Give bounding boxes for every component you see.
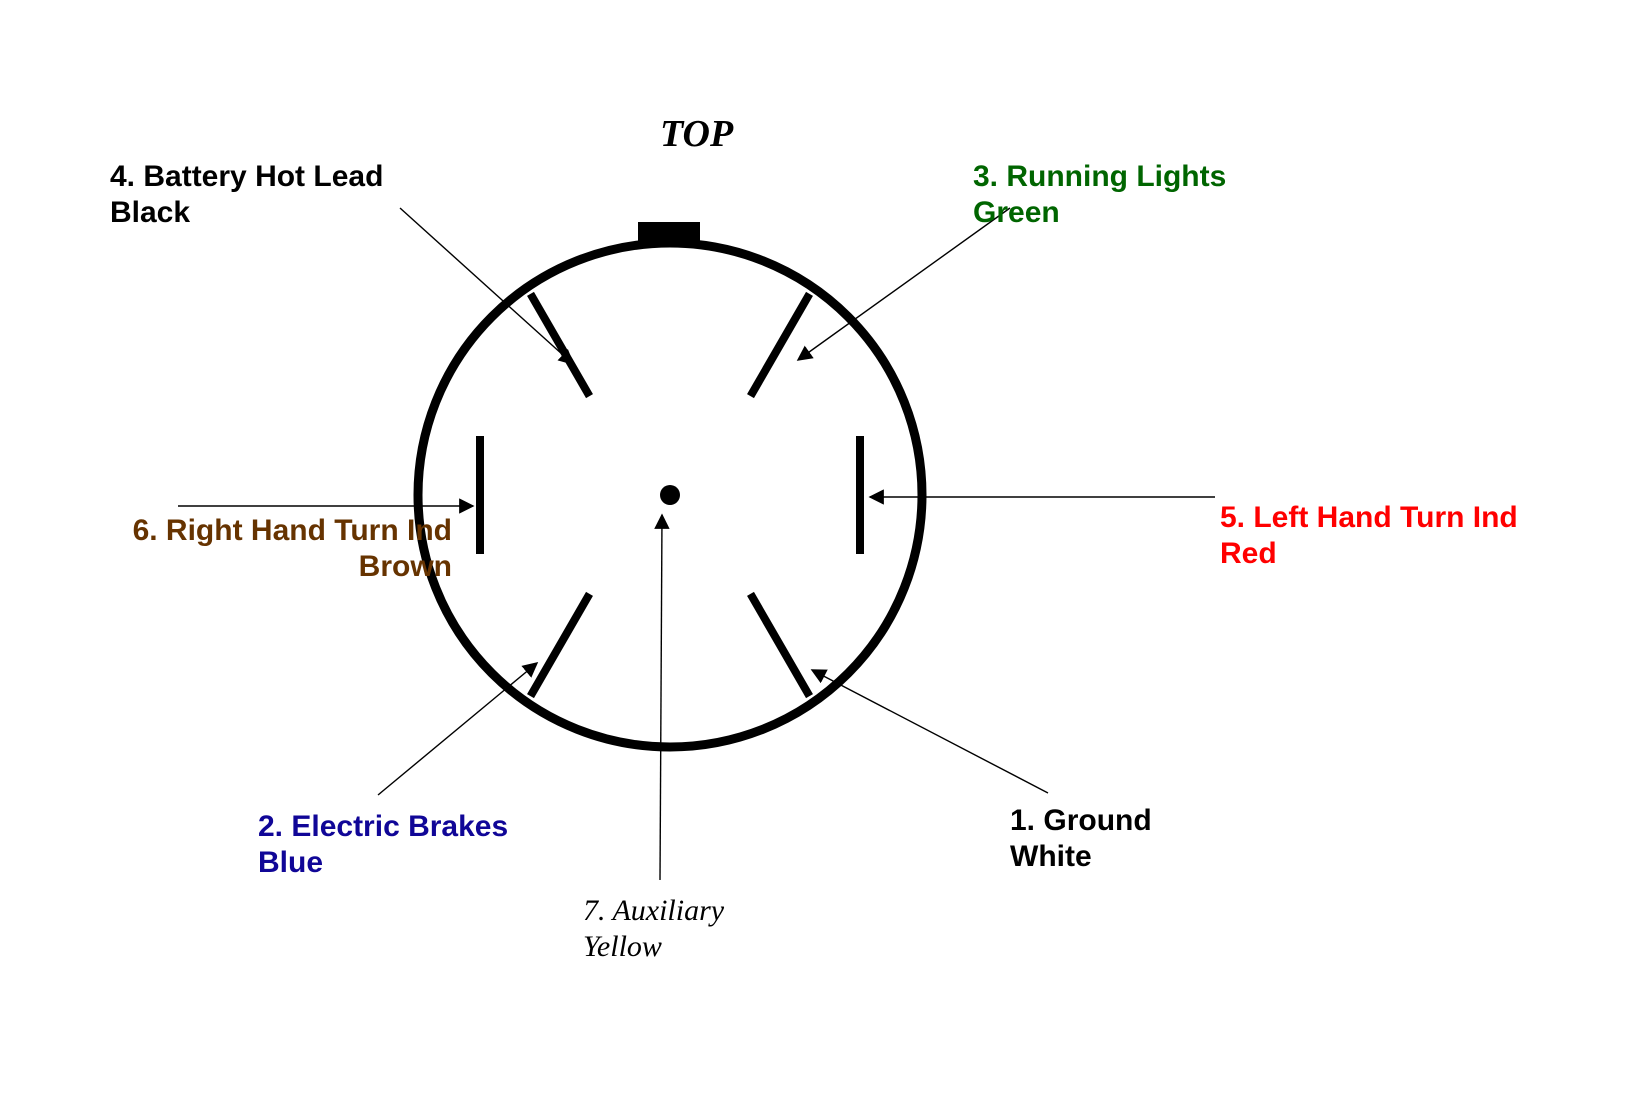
pin2-blade: [531, 594, 590, 696]
pin1-label: 1. GroundWhite: [1010, 804, 1152, 873]
pin6-label: 6. Right Hand Turn IndBrown: [133, 514, 452, 583]
pin7-center: [660, 485, 680, 505]
title-top: TOP: [660, 113, 734, 155]
pin1-blade: [751, 594, 810, 696]
pin4-blade: [531, 294, 590, 396]
pin7-leader: [660, 515, 662, 880]
pin1-leader: [812, 670, 1048, 793]
connector-diagram: TOP 1. GroundWhite 2. Electric BrakesBlue 3…: [0, 0, 1628, 1093]
pin3-blade: [751, 294, 810, 396]
pin5-label: 5. Left Hand Turn IndRed: [1220, 501, 1518, 570]
pin4-label: 4. Battery Hot LeadBlack: [110, 160, 383, 229]
pin2-label: 2. Electric BrakesBlue: [258, 810, 508, 879]
pin2-leader: [378, 663, 537, 795]
pin3-label: 3. Running LightsGreen: [973, 160, 1226, 229]
pin7-label: 7. AuxiliaryYellow: [583, 894, 725, 963]
pin4-leader: [400, 208, 573, 364]
pin3-leader: [798, 208, 1010, 360]
